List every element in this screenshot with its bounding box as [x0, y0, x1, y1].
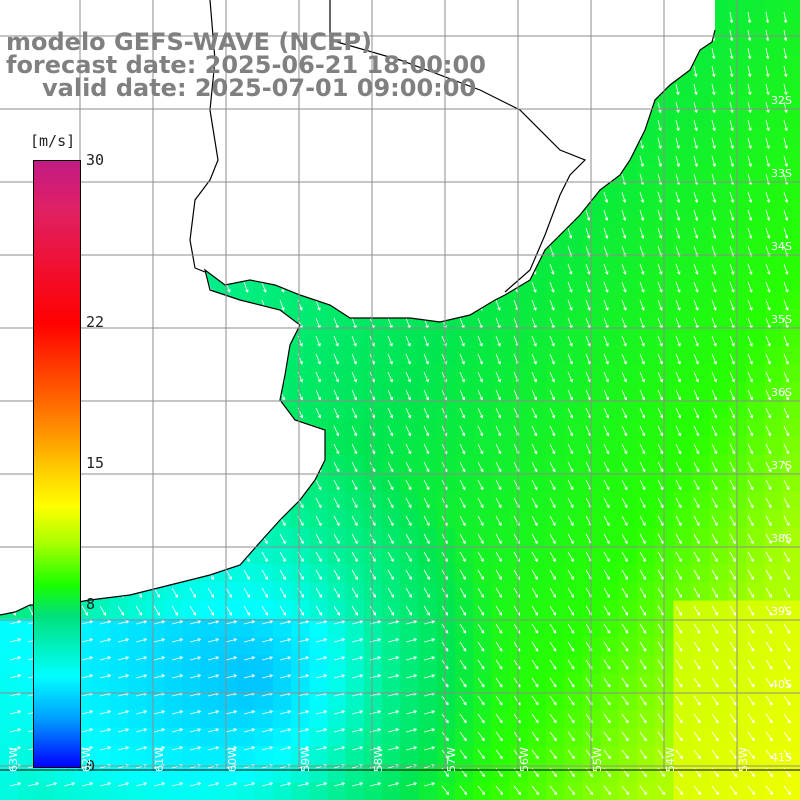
longitude-label: 60W [226, 747, 239, 772]
latitude-label: 35S [771, 313, 792, 326]
longitude-label: 54W [664, 747, 677, 772]
model-title: modelo GEFS-WAVE (NCEP) [6, 28, 372, 56]
longitude-label: 55W [591, 747, 604, 772]
latitude-label: 39S [771, 605, 792, 618]
latitude-label: 34S [771, 240, 792, 253]
colorbar-tick-label: 30 [86, 151, 105, 169]
latitude-label: 37S [771, 459, 792, 472]
longitude-label: 57W [445, 747, 458, 772]
longitude-label: 58W [372, 747, 385, 772]
latitude-label: 38S [771, 532, 792, 545]
longitude-label: 62W [80, 747, 93, 772]
longitude-label: 61W [153, 747, 166, 772]
colorbar [33, 160, 81, 768]
land-area [0, 0, 715, 615]
longitude-label: 53W [737, 747, 750, 772]
latitude-label: 32S [771, 94, 792, 107]
latitude-label: 40S [771, 678, 792, 691]
longitude-label: 56W [518, 747, 531, 772]
valid-date: valid date: 2025-07-01 09:00:00 [42, 74, 477, 102]
forecast-date: forecast date: 2025-06-21 18:00:00 [6, 51, 486, 79]
colorbar-tick-label: 8 [86, 595, 96, 614]
latitude-label: 41S [771, 751, 792, 764]
longitude-label: 59W [299, 747, 312, 772]
latitude-label: 36S [771, 386, 792, 399]
latitude-label: 33S [771, 167, 792, 180]
colorbar-tick-label: 15 [86, 454, 105, 472]
longitude-label: 63W [7, 747, 20, 772]
colorbar-unit: [m/s] [30, 132, 76, 150]
lat-lon-grid [0, 0, 800, 771]
colorbar-tick-label: 22 [86, 312, 105, 331]
coastline [0, 0, 716, 616]
colorbar-tick-label: 0 [86, 757, 96, 775]
